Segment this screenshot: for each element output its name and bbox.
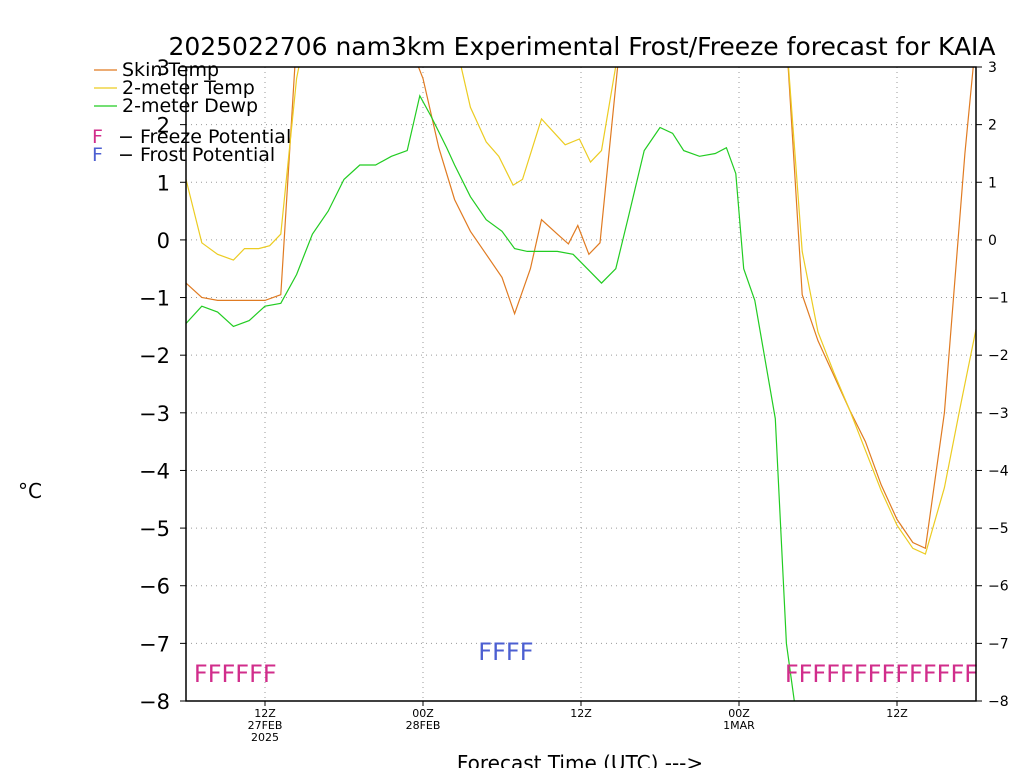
y-tick-label-right: 0 (988, 233, 997, 249)
y-tick-label-left: −2 (139, 344, 170, 368)
x-tick-label: 00Z (728, 707, 750, 720)
y-tick-label-right: 2 (988, 118, 997, 134)
y-tick-label-left: 3 (157, 56, 170, 80)
x-tick-label: 27FEB (248, 719, 283, 732)
y-tick-label-left: 1 (157, 171, 170, 195)
grid-lines (186, 67, 976, 701)
x-tick-label: 2025 (251, 731, 279, 744)
legend-frost-label: − Frost Potential (118, 144, 275, 166)
x-axis-label: Forecast Time (UTC) ---> (457, 751, 703, 768)
y-axis-label: °C (18, 479, 42, 503)
x-tick-label: 12Z (570, 707, 592, 720)
y-tick-label-left: −1 (139, 287, 170, 311)
y-tick-label-right: −5 (988, 521, 1009, 537)
series-layer (186, 67, 976, 701)
x-tick-label: 00Z (412, 707, 434, 720)
y-tick-label-right: −8 (988, 694, 1009, 710)
y-tick-label-left: −3 (139, 402, 170, 426)
y-tick-label-left: −5 (139, 517, 170, 541)
frost-potential-marker: FFFF (478, 638, 533, 666)
x-tick-label: 1MAR (723, 719, 755, 732)
legend-freeze-label: − Freeze Potential (118, 126, 291, 148)
y-tick-label-right: 1 (988, 175, 997, 191)
y-tick-label-left: −4 (139, 459, 170, 483)
legend-label: 2-meter Dewp (122, 95, 258, 117)
y-tick-label-left: 2 (157, 114, 170, 138)
freeze-potential-marker: FFFFFF (194, 660, 277, 688)
y-tick-label-right: −4 (988, 463, 1009, 479)
y-tick-label-left: −7 (139, 632, 170, 656)
y-tick-label-right: −2 (988, 348, 1009, 364)
y-tick-label-right: 3 (988, 60, 997, 76)
series-line-skin-temp (186, 67, 974, 550)
y-tick-label-right: −6 (988, 579, 1009, 595)
y-tick-label-right: −7 (988, 636, 1009, 652)
y-tick-label-left: −6 (139, 575, 170, 599)
x-tick-label: 12Z (886, 707, 908, 720)
y-tick-label-left: −8 (139, 690, 170, 714)
x-tick-label: 28FEB (406, 719, 441, 732)
y-tick-label-left: 0 (157, 229, 170, 253)
freeze-potential-marker: FFFFFFFFFFFFFF (785, 660, 978, 688)
x-tick-label: 12Z (254, 707, 276, 720)
series-line-2-meter-dewp (186, 94, 795, 701)
y-axis-right: −8 −7 −6 −5 −4 −3 −2 −1 0 1 2 3 (976, 60, 1009, 710)
y-tick-label-right: −3 (988, 406, 1009, 422)
series-line-2-meter-temp (186, 67, 976, 555)
legend-freeze-letter: F (92, 126, 103, 148)
y-axis-left: −8 −7 −6 −5 −4 −3 −2 −1 0 1 2 3 (139, 56, 186, 714)
y-tick-label-right: −1 (988, 291, 1009, 307)
legend-label: Skin Temp (122, 59, 219, 81)
legend-frost-letter: F (92, 144, 103, 166)
legend-label: 2-meter Temp (122, 77, 255, 99)
chart-title: 2025022706 nam3km Experimental Frost/Fre… (168, 32, 995, 61)
